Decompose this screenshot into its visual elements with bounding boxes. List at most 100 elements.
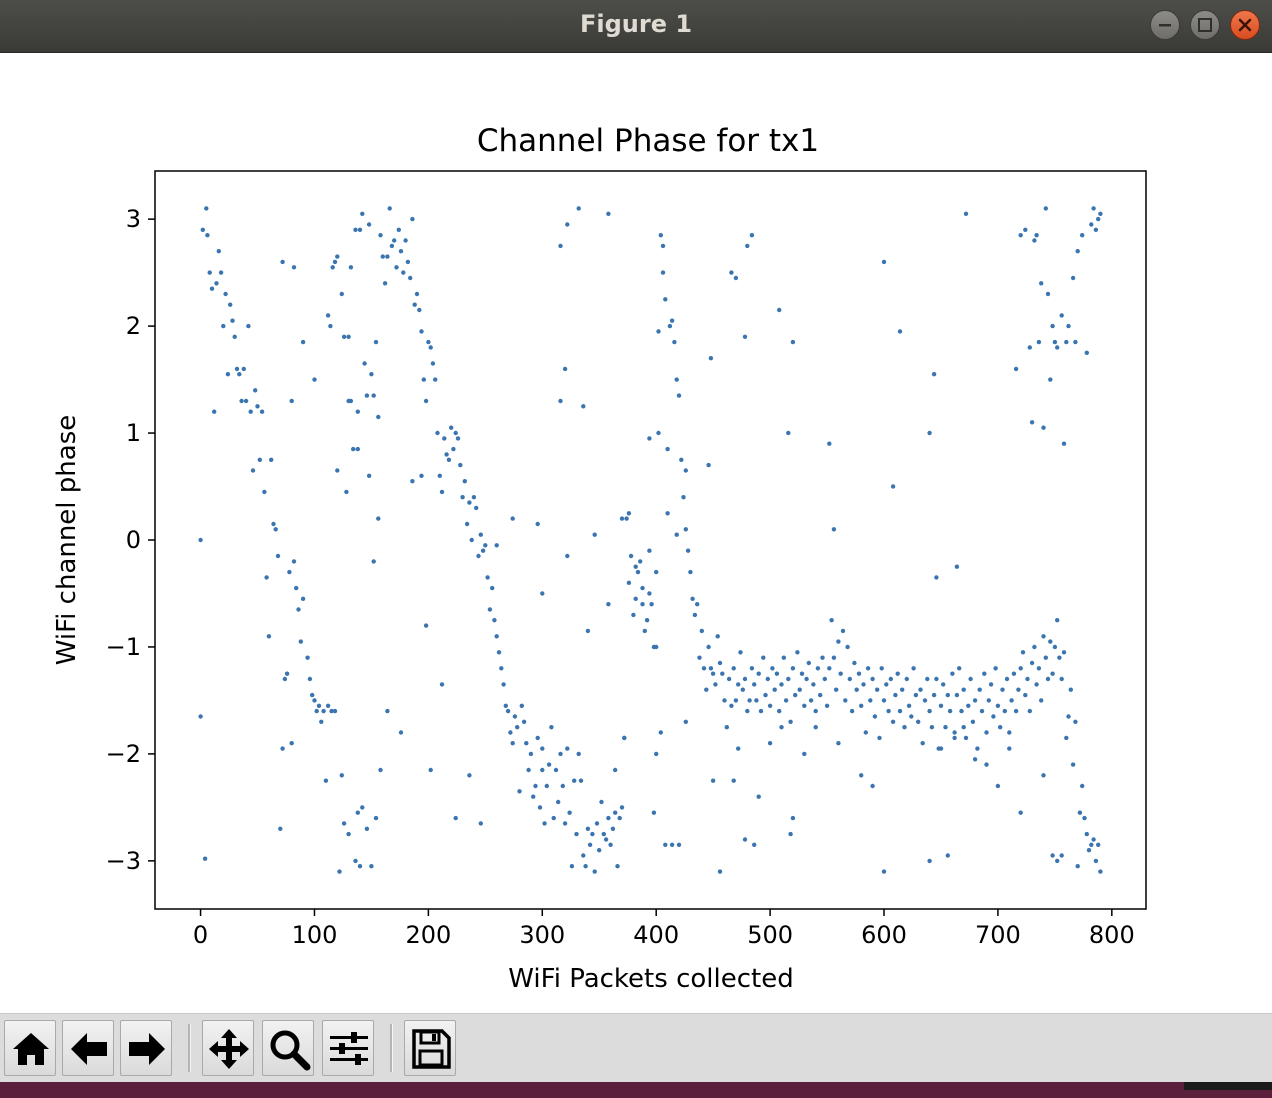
scatter-point [1091, 206, 1096, 211]
scatter-point [897, 329, 903, 334]
scatter-point [950, 671, 955, 676]
scatter-point [931, 372, 937, 377]
scatter-point [239, 398, 244, 404]
scatter-point [585, 628, 591, 634]
scatter-point [362, 361, 367, 366]
scatter-point [262, 489, 267, 495]
scatter-point [767, 703, 773, 708]
pan-button[interactable] [202, 1020, 254, 1076]
scatter-point [836, 741, 841, 746]
scatter-point [906, 703, 912, 708]
maximize-icon [1198, 18, 1212, 32]
close-button[interactable] [1230, 10, 1260, 40]
scatter-point [426, 339, 431, 345]
scatter-point [954, 564, 960, 569]
scatter-point [332, 259, 338, 265]
scatter-point [658, 730, 663, 735]
scatter-point [941, 682, 946, 687]
scatter-point [995, 783, 1001, 789]
sliders-icon [330, 1032, 368, 1065]
scatter-point [918, 687, 923, 692]
scatter-point [1064, 735, 1069, 741]
scatter-point [515, 725, 520, 730]
scatter-point [204, 206, 209, 211]
scatter-point [909, 714, 914, 719]
scatter-point [674, 377, 679, 382]
scatter-point [704, 687, 709, 692]
scatter-point [802, 703, 807, 708]
scatter-point [346, 831, 351, 837]
scatter-point [622, 735, 627, 741]
scatter-point [282, 676, 288, 682]
scatter-point [736, 746, 741, 751]
scatter-point [649, 602, 654, 607]
scatter-point [576, 751, 581, 757]
figure-canvas[interactable]: Channel Phase for tx1 0 100 200 300 400 500 60… [0, 53, 1272, 1011]
scatter-point [551, 815, 556, 821]
scatter-point [230, 318, 235, 323]
close-icon [1238, 18, 1252, 32]
scatter-point [467, 500, 472, 505]
scatter-point [294, 585, 299, 591]
scatter-point [904, 676, 909, 682]
scatter-point [478, 821, 483, 826]
forward-button[interactable] [120, 1020, 172, 1076]
scatter-point [610, 826, 616, 831]
scatter-point [485, 575, 490, 580]
scatter-point [216, 249, 221, 254]
scatter-point [870, 676, 875, 682]
scatter-point [603, 837, 609, 842]
scatter-point [599, 799, 604, 805]
scatter-point [198, 537, 203, 543]
scatter-point [788, 719, 793, 724]
scatter-point [963, 735, 969, 741]
scatter-point [494, 543, 499, 548]
scatter-point [212, 409, 217, 414]
scatter-point [886, 708, 891, 714]
scatter-point [890, 484, 896, 489]
scatter-point [931, 692, 937, 698]
scatter-point [341, 334, 347, 339]
configure-subplots-button[interactable] [322, 1020, 374, 1076]
scatter-point [321, 708, 326, 714]
minimize-button[interactable] [1150, 10, 1180, 40]
scatter-point [619, 516, 625, 521]
scatter-point [881, 869, 887, 874]
scatter-point [663, 842, 668, 847]
back-button[interactable] [62, 1020, 114, 1076]
x-tick-label: 100 [292, 921, 338, 949]
scatter-point [1055, 858, 1060, 864]
scatter-point [1027, 708, 1033, 714]
scatter-point [401, 270, 406, 275]
scatter-point [1018, 233, 1023, 238]
scatter-point [665, 446, 670, 452]
scatter-point [1050, 853, 1055, 858]
home-button[interactable] [4, 1020, 56, 1076]
scatter-point [419, 473, 424, 478]
plot-area[interactable] [154, 170, 1147, 910]
maximize-button[interactable] [1190, 10, 1220, 40]
scatter-point [897, 708, 903, 714]
scatter-point [913, 692, 919, 698]
scatter-point [640, 585, 645, 591]
y-axis-label: WiFi channel phase [52, 415, 82, 666]
scatter-point [763, 692, 768, 698]
scatter-point [1055, 345, 1060, 350]
scatter-point [1018, 810, 1023, 815]
zoom-button[interactable] [262, 1020, 314, 1076]
scatter-point [223, 291, 228, 297]
scatter-point [1036, 666, 1042, 671]
scatter-point [490, 585, 495, 591]
title-bar[interactable]: Figure 1 [0, 0, 1272, 53]
scatter-point [344, 489, 349, 495]
scatter-point [715, 634, 720, 639]
scatter-point [323, 778, 329, 783]
scatter-point [503, 703, 508, 708]
scatter-point [273, 527, 278, 532]
scatter-point [847, 676, 852, 682]
scatter-point [647, 591, 652, 596]
scatter-point [881, 698, 887, 703]
scatter-point [585, 826, 591, 831]
save-button[interactable] [404, 1020, 456, 1076]
x-tick-label: 300 [519, 921, 565, 949]
